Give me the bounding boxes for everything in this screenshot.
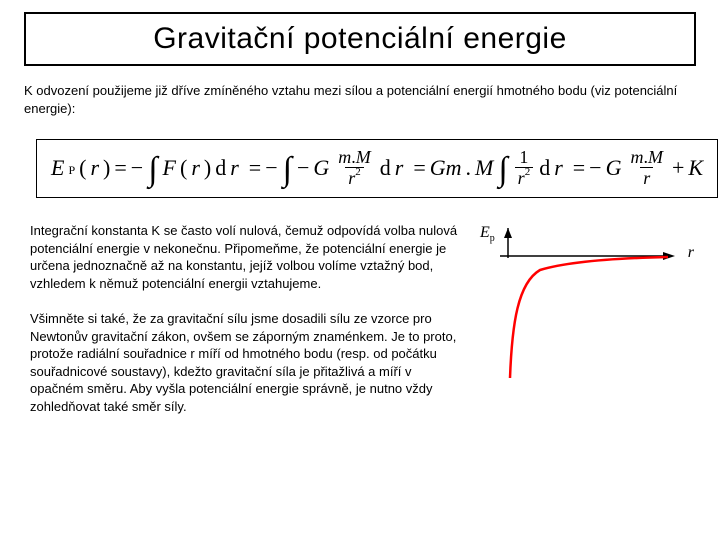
text-column: Integrační konstanta K se často volí nul… [30, 222, 460, 415]
sym-K: K [688, 155, 703, 181]
sym-r3: r [230, 155, 239, 181]
paragraph-2: Všimněte si také, že za gravitační sílu … [30, 310, 460, 415]
body-row: Integrační konstanta K se často volí nul… [30, 222, 696, 415]
sym-lpar: ( [79, 155, 86, 181]
potential-curve [510, 257, 668, 378]
sym-plus: + [672, 155, 684, 181]
paragraph-1: Integrační konstanta K se často volí nul… [30, 222, 460, 292]
sym-M2: M [475, 155, 493, 181]
formula: EP (r) = − ∫ F (r) dr = − ∫ − G m.M r2 d… [51, 148, 703, 187]
sym-rpar: ) [103, 155, 110, 181]
sym-d2: d [380, 155, 391, 181]
sym-E: E [51, 155, 64, 181]
axis-label-ep: Ep [480, 224, 495, 244]
sym-r2: r [191, 155, 200, 181]
title-box: Gravitační potenciální energie [24, 12, 696, 66]
sym-rpar2: ) [204, 155, 211, 181]
formula-box: EP (r) = − ∫ F (r) dr = − ∫ − G m.M r2 d… [36, 139, 718, 198]
sym-minus4: − [589, 155, 601, 181]
axis-label-r: r [688, 244, 694, 262]
graph-column: Ep r [470, 222, 696, 415]
sym-eq4: = [573, 155, 585, 181]
sym-eq2: = [249, 155, 261, 181]
sym-lpar2: ( [180, 155, 187, 181]
sym-r5: r [554, 155, 563, 181]
sym-eq3: = [413, 155, 425, 181]
frac-mM-r2: m.M r2 [335, 148, 374, 187]
sym-F: F [163, 155, 176, 181]
potential-energy-graph [500, 228, 675, 388]
sym-Psub: P [68, 163, 75, 178]
page-title: Gravitační potenciální energie [38, 22, 682, 56]
sym-r1: r [90, 155, 99, 181]
sym-G3: G [606, 155, 622, 181]
intro-text: K odvození použijeme již dříve zmíněného… [24, 82, 696, 117]
sym-minus3: − [297, 155, 309, 181]
sym-G1: G [313, 155, 329, 181]
sym-eq1: = [114, 155, 126, 181]
sym-d1: d [215, 155, 226, 181]
frac-1-r2: 1 r2 [515, 148, 534, 187]
sym-d3: d [539, 155, 550, 181]
frac-mM-r: m.M r [627, 148, 666, 187]
sym-r4: r [395, 155, 404, 181]
y-axis-arrow [504, 228, 512, 238]
sym-minus2: − [265, 155, 277, 181]
sym-Gm: Gm [430, 155, 462, 181]
sym-minus1: − [131, 155, 143, 181]
